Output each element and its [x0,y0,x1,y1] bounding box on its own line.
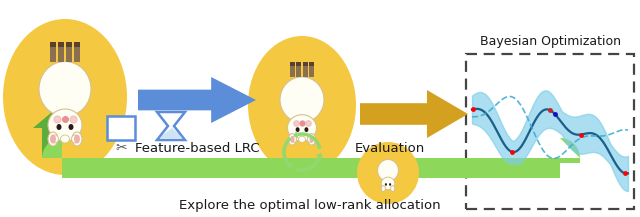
Ellipse shape [3,19,127,175]
Polygon shape [296,62,301,66]
Polygon shape [560,138,580,158]
Ellipse shape [68,124,74,130]
Polygon shape [296,64,301,77]
Polygon shape [560,158,580,163]
Polygon shape [157,112,185,140]
Ellipse shape [296,127,300,132]
Polygon shape [74,45,80,62]
Ellipse shape [310,136,314,143]
Polygon shape [287,162,292,168]
Polygon shape [74,42,80,47]
Polygon shape [309,64,314,77]
Ellipse shape [357,142,419,204]
Polygon shape [290,64,295,77]
Polygon shape [58,42,64,47]
Ellipse shape [389,183,391,186]
Ellipse shape [51,135,58,143]
Ellipse shape [287,115,317,141]
Polygon shape [303,64,308,77]
Ellipse shape [248,36,356,174]
Polygon shape [360,90,468,138]
Text: Explore the optimal low-rank allocation: Explore the optimal low-rank allocation [179,199,441,212]
Polygon shape [50,45,56,62]
Polygon shape [138,77,256,123]
Ellipse shape [308,134,316,145]
Ellipse shape [305,127,308,132]
Text: ✂: ✂ [115,141,127,155]
Text: Bayesian Optimization: Bayesian Optimization [479,35,621,48]
Ellipse shape [50,135,56,143]
Ellipse shape [385,183,387,186]
Polygon shape [294,131,298,138]
Ellipse shape [390,186,395,191]
Ellipse shape [61,135,70,143]
Polygon shape [159,128,183,138]
Polygon shape [66,45,72,62]
Ellipse shape [290,136,294,143]
Polygon shape [58,45,64,62]
Ellipse shape [56,124,61,130]
Polygon shape [42,128,62,158]
Ellipse shape [381,186,385,191]
Ellipse shape [48,109,82,141]
Polygon shape [309,62,314,66]
Polygon shape [50,42,56,47]
Polygon shape [107,116,135,140]
Polygon shape [290,62,295,66]
Ellipse shape [39,61,91,117]
Ellipse shape [289,134,296,145]
Polygon shape [303,62,308,66]
Ellipse shape [72,132,82,146]
Text: Feature-based LRC: Feature-based LRC [134,142,259,155]
Ellipse shape [72,135,79,143]
Ellipse shape [298,136,305,142]
Ellipse shape [48,132,58,146]
Polygon shape [66,42,72,47]
Ellipse shape [381,177,395,190]
Polygon shape [42,138,62,178]
Polygon shape [62,158,560,178]
Polygon shape [316,153,323,158]
Ellipse shape [307,136,312,142]
FancyBboxPatch shape [466,54,634,209]
Polygon shape [33,112,71,128]
Ellipse shape [74,135,80,143]
Ellipse shape [378,159,398,181]
Text: Evaluation: Evaluation [355,142,425,155]
Ellipse shape [280,77,324,123]
Ellipse shape [291,136,297,142]
